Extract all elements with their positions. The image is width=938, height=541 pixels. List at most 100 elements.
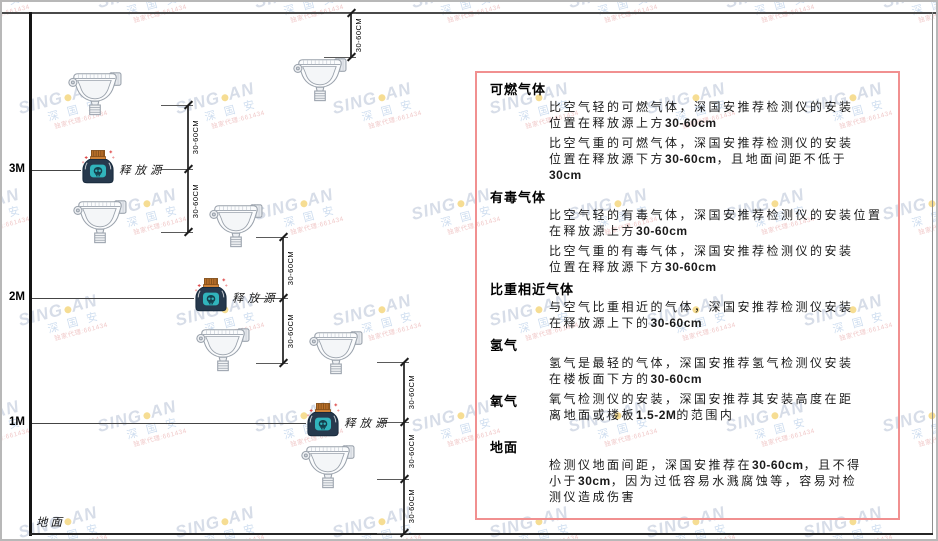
watermark-subtext: 深 国 安	[674, 522, 730, 541]
dimension-line	[350, 13, 352, 57]
dimension-extension-line	[161, 105, 193, 106]
panel-paragraph: 比空气重的可燃气体，深国安推荐检测仪的安装 位置在释放源下方30-60cm，且地面…	[549, 136, 854, 182]
watermark-subtext: 深 国 安	[125, 416, 181, 443]
watermark-subtext: 深 国 安	[282, 0, 338, 19]
gas-detector-icon	[291, 54, 349, 104]
dimension-extension-line	[256, 363, 288, 364]
watermark-note: 独家代理:661434	[917, 215, 938, 237]
guideline-panel: 可燃气体 比空气轻的可燃气体，深国安推荐检测仪的安装 位置在释放源上方30-60cm…	[475, 71, 900, 520]
panel-section-heading: 有毒气体	[490, 190, 547, 205]
ground-line	[29, 533, 933, 535]
dimension-label: 30-60CM	[191, 183, 200, 218]
height-marker-line	[32, 170, 81, 171]
watermark-dot-icon	[377, 517, 386, 527]
gas-detector-icon	[71, 196, 129, 246]
dimension-extension-line	[377, 479, 409, 480]
dimension-line	[403, 362, 405, 533]
dimension-label: 30-60CM	[407, 433, 416, 468]
watermark-subtext: 深 国 安	[125, 204, 181, 231]
panel-paragraph: 检测仪地面间距，深国安推荐在30-60cm，且不得 小于30cm，因为过低容易水溅…	[549, 458, 862, 504]
watermark-dot-icon	[63, 305, 72, 315]
watermark-note: 独家代理:661434	[0, 3, 31, 25]
watermark-dot-icon	[377, 305, 386, 315]
watermark-note: 独家代理:661434	[917, 427, 938, 449]
dimension-label: 30-60CM	[191, 119, 200, 155]
watermark-note: 独家代理:661434	[603, 3, 659, 25]
dimension-extension-line	[161, 169, 193, 170]
panel-section-heading: 可燃气体	[490, 82, 547, 97]
watermark-subtext: 深 国 安	[360, 98, 416, 125]
dimension-extension-line	[161, 232, 193, 233]
dimension-line	[282, 237, 284, 363]
gas-detector-icon	[307, 327, 365, 377]
watermark-subtext: 深 国 安	[439, 0, 495, 19]
panel-section: 氢气 氢气是最轻的气体，深国安推荐氢气检测仪安装 在楼板面下方的30-60cm	[477, 335, 898, 387]
panel-paragraph: 氢气是最轻的气体，深国安推荐氢气检测仪安装 在楼板面下方的30-60cm	[549, 356, 854, 386]
ground-label: 地面	[36, 517, 65, 529]
watermark-subtext: 深 国 安	[203, 522, 259, 541]
watermark-subtext: 深 国 安	[831, 522, 887, 541]
watermark-note: 独家代理:661434	[289, 3, 345, 25]
watermark-subtext: 深 国 安	[910, 417, 938, 443]
watermark-subtext: 深 国 安	[46, 310, 102, 337]
dimension-extension-line	[256, 237, 288, 238]
panel-paragraph: 比空气重的有毒气体，深国安推荐检测仪的安装 位置在释放源下方30-60cm	[549, 244, 854, 274]
watermark-dot-icon	[220, 517, 229, 527]
watermark-subtext: 深 国 安	[0, 0, 24, 18]
dimension-extension-line	[324, 57, 356, 58]
watermark-dot-icon	[299, 199, 308, 209]
watermark-dot-icon	[220, 93, 229, 103]
height-marker-label: 3M	[9, 163, 25, 175]
gas-detector-icon	[194, 324, 252, 374]
watermark-subtext: 深 国 安	[596, 0, 652, 19]
watermark-note: 独家代理:661434	[760, 3, 816, 25]
watermark-note: 独家代理:661434	[917, 3, 938, 25]
watermark-subtext: 深 国 安	[360, 310, 416, 337]
height-marker-line	[32, 298, 194, 299]
watermark-dot-icon	[456, 199, 465, 209]
gas-detector-icon	[207, 200, 265, 250]
panel-paragraph: 比空气轻的有毒气体，深国安推荐检测仪的安装位置 在释放源上方30-60cm	[549, 208, 883, 238]
panel-section-heading: 氧气	[490, 394, 519, 409]
right-boundary-line	[932, 12, 933, 534]
release-source-label: 释放源	[232, 293, 279, 305]
height-marker-label: 2M	[9, 291, 25, 303]
watermark-note: 独家代理:661434	[289, 215, 345, 237]
panel-section: 有毒气体 比空气轻的有毒气体，深国安推荐检测仪的安装位置 在释放源上方30-60cm…	[477, 187, 898, 275]
panel-section-heading: 地面	[490, 440, 519, 455]
panel-section: 氧气 氧气检测仪的安装，深国安推荐其安装高度在距 离地面或楼板1.5-2M的范围内	[477, 391, 898, 423]
dimension-label: 30-60CM	[286, 313, 295, 348]
dimension-extension-line	[377, 533, 409, 534]
release-source-icon	[81, 149, 115, 184]
watermark-subtext: 深 国 安	[125, 0, 181, 19]
dimension-extension-line	[377, 422, 409, 423]
watermark-note: 独家代理:661434	[367, 321, 423, 343]
dimension-label: 30-60CM	[286, 250, 295, 285]
watermark-dot-icon	[142, 411, 151, 421]
release-source-icon	[194, 277, 228, 312]
dimension-extension-line	[324, 13, 356, 14]
panel-paragraph: 比空气轻的可燃气体，深国安推荐检测仪的安装 位置在释放源上方30-60cm	[549, 100, 854, 130]
dimension-label: 30-60CM	[407, 374, 416, 410]
watermark-note: 独家代理:661434	[367, 109, 423, 131]
panel-section-heading: 比重相近气体	[490, 282, 575, 297]
dimension-label: 30-60CM	[407, 488, 416, 524]
watermark-subtext: 深 国 安	[910, 205, 938, 231]
